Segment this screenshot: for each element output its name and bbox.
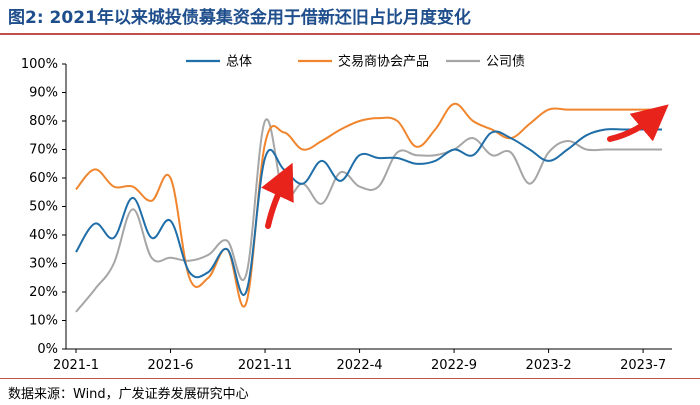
y-tick-label: 80% [29,114,58,129]
annotation-arrows [261,104,669,229]
x-tick-label: 2022-9 [431,358,477,373]
figure-title: 图2: 2021年以来城投债募集资金用于借新还旧占比月度变化 [8,8,471,28]
x-tick-label: 2021-11 [238,358,292,373]
x-tick-label: 2021-6 [147,358,193,373]
source-divider [0,378,700,379]
y-tick-label: 50% [29,200,58,215]
legend-label: 交易商协会产品 [338,54,429,70]
series-lines [75,102,663,313]
y-tick-label: 30% [29,257,58,272]
x-tick-label: 2023-2 [526,358,572,373]
x-tick-label: 2021-1 [53,358,99,373]
y-tick-label: 70% [29,143,58,158]
legend: 总体 交易商协会产品 公司债 [186,54,525,70]
y-tick-label: 20% [29,285,58,300]
y-axis: 0% 10% 20% 30% 40% 50% 60% 70% 80% 90% 100% [21,57,67,357]
x-tick-label: 2023-7 [620,358,666,373]
x-axis: 2021-1 2021-6 2021-11 2022-4 2022-9 2023-2 202… [53,348,672,373]
y-tick-label: 90% [29,86,58,101]
y-tick-label: 60% [29,171,58,186]
legend-label: 总体 [226,55,252,70]
y-tick-label: 40% [29,228,58,243]
x-tick-label: 2022-4 [337,358,383,373]
source-note: 数据来源：Wind，广发证券发展研究中心 [8,387,249,402]
line-chart: 0% 10% 20% 30% 40% 50% 60% 70% 80% 90% 100% 2021-1… [21,54,672,373]
legend-label: 公司债 [486,55,525,70]
series-line [75,102,662,308]
title-divider [0,33,700,35]
series-line [75,118,662,313]
red-arrow-right [607,104,669,142]
y-tick-label: 0% [37,342,58,357]
red-arrow-up [261,162,294,229]
y-tick-label: 100% [21,57,58,72]
y-tick-label: 10% [29,314,58,329]
series-line [75,128,663,296]
